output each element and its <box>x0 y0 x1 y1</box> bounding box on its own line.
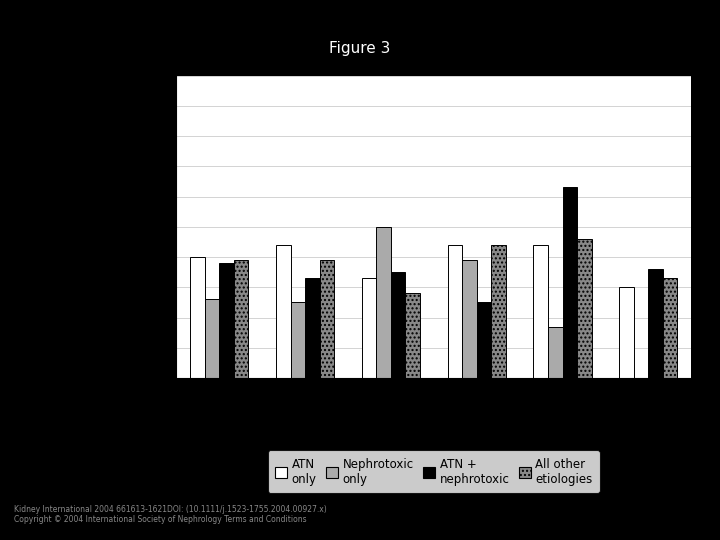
Bar <box>491 245 506 378</box>
Bar <box>190 257 204 378</box>
Bar <box>290 302 305 378</box>
Bar <box>619 287 634 378</box>
Bar <box>405 293 420 378</box>
Bar <box>448 245 462 378</box>
Bar <box>663 278 678 378</box>
Bar <box>361 278 377 378</box>
Bar <box>276 245 290 378</box>
Bar <box>462 260 477 378</box>
Bar <box>391 272 405 378</box>
Bar <box>548 327 562 378</box>
Bar <box>648 269 663 378</box>
Y-axis label: In-hospital mortality rate: In-hospital mortality rate <box>112 149 125 305</box>
Bar <box>234 260 248 378</box>
Text: Figure 3: Figure 3 <box>329 40 391 56</box>
Bar <box>320 260 334 378</box>
Text: Copyright © 2004 International Society of Nephrology Terms and Conditions: Copyright © 2004 International Society o… <box>14 515 307 524</box>
Legend: ATN
only, Nephrotoxic
only, ATN +
nephrotoxic, All other
etiologies: ATN only, Nephrotoxic only, ATN + nephro… <box>268 450 600 492</box>
Bar <box>534 245 548 378</box>
Bar <box>577 239 592 378</box>
Text: Kidney International 2004 661613-1621DOI: (10.1111/j.1523-1755.2004.00927.x): Kidney International 2004 661613-1621DOI… <box>14 505 327 514</box>
Bar <box>562 187 577 378</box>
Bar <box>220 263 234 378</box>
Bar <box>377 227 391 378</box>
Bar <box>477 302 491 378</box>
Bar <box>305 278 320 378</box>
X-axis label: ARE etiology: ARE etiology <box>390 408 478 422</box>
Bar <box>204 299 220 378</box>
